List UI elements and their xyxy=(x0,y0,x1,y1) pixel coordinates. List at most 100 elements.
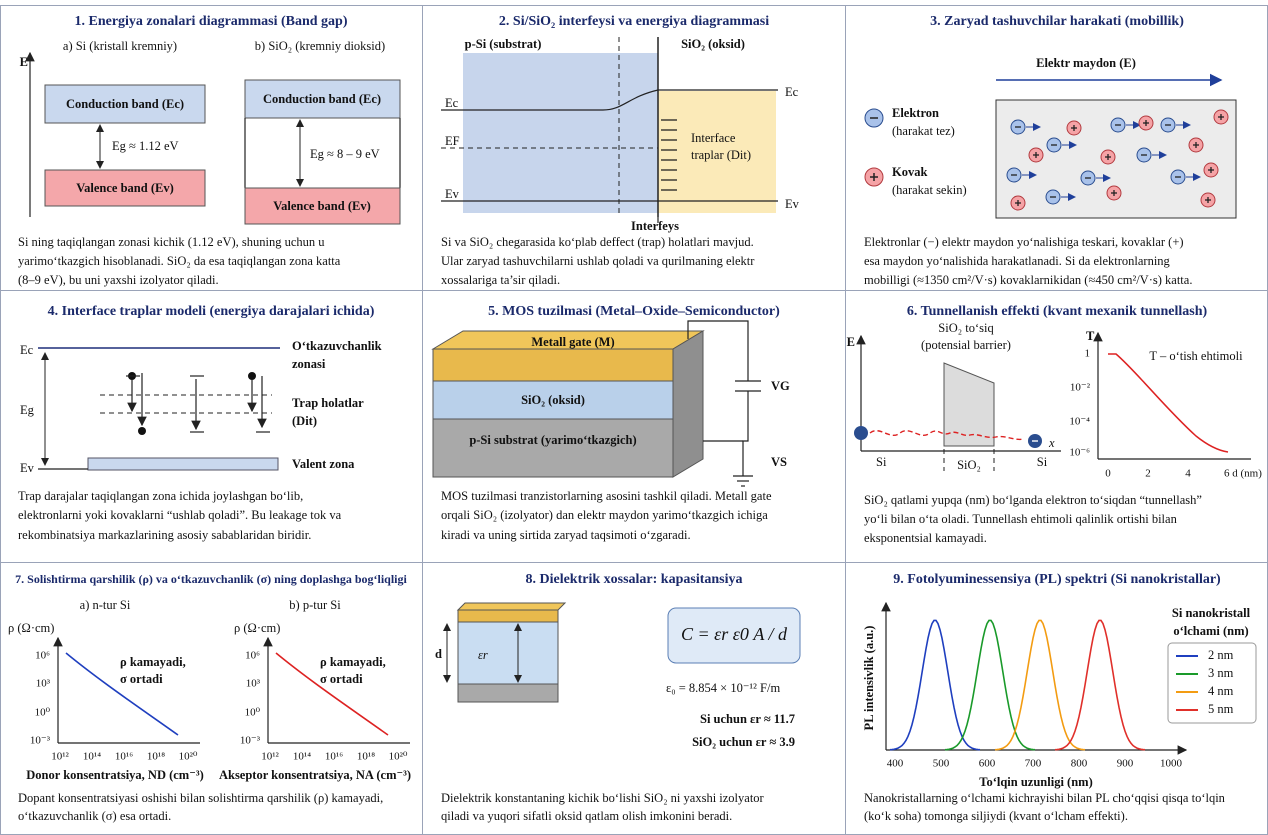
label: b) p-tur Si xyxy=(289,598,341,612)
curve xyxy=(743,391,748,476)
label: (harakat tez) xyxy=(892,124,955,138)
label: 10⁻⁶ xyxy=(1069,447,1090,459)
label: 10¹⁶ xyxy=(115,751,133,763)
label: 10⁻⁴ xyxy=(1069,416,1090,428)
label: rekombinatsiya markazlarining asosiy sab… xyxy=(18,528,311,542)
label: (ko‘k soha) tomonga siljiydi (kvant o‘lc… xyxy=(864,809,1128,823)
label: To‘lqin uzunligi (nm) xyxy=(979,775,1092,789)
legend-label: 3 nm xyxy=(1208,666,1234,680)
label: 10¹⁸ xyxy=(147,751,165,763)
label: 10⁻² xyxy=(1070,382,1091,394)
label: qiladi va yuqori sifatli oksid qatlam ol… xyxy=(441,809,732,823)
label: 4 xyxy=(1185,468,1191,480)
label: 10¹⁴ xyxy=(83,751,101,763)
panel-interface: 2. Si/SiO₂ interfeysi va energiya diagra… xyxy=(441,14,800,287)
plot-right: ρ (Ω·cm) 10⁶ 10³ 10⁰ 10⁻³ 10¹² 10¹⁴ 10¹⁶… xyxy=(219,621,411,782)
label: PL intensivlik (a.u.) xyxy=(862,626,876,731)
label: Dielektrik konstantaning kichik bo‘lishi… xyxy=(441,791,765,805)
label: EF xyxy=(445,134,460,148)
label: Eg ≈ 1.12 eV xyxy=(112,139,179,153)
pl-curve xyxy=(1055,620,1145,749)
label: SiO₂ xyxy=(957,458,981,472)
label: yarimo‘tkazgich hisoblanadi. SiO₂ da esa… xyxy=(18,254,341,268)
label: x xyxy=(1048,436,1055,450)
label: VG xyxy=(771,379,790,393)
label: 1 xyxy=(1085,348,1091,360)
label: 10²⁰ xyxy=(179,751,198,763)
panel-title: 9. Fotolyuminessensiya (PL) spektri (Si … xyxy=(893,572,1221,587)
shape xyxy=(458,622,558,684)
panel-mobility: 3. Zaryad tashuvchilar harakati (mobilli… xyxy=(864,14,1236,287)
label: SiO₂ uchun εr ≈ 3.9 xyxy=(692,735,795,749)
pl-curve xyxy=(995,620,1085,749)
shape xyxy=(463,53,658,213)
label: o‘lchami (nm) xyxy=(1173,624,1248,638)
label: 0 xyxy=(1105,468,1111,480)
infographic: 1. Energiya zonalari diagrammasi (Band g… xyxy=(0,0,1268,835)
label: E xyxy=(20,55,28,69)
label: SiO₂ qatlami yupqa (nm) bo‘lganda elektr… xyxy=(864,493,1202,507)
label: ρ kamayadi, xyxy=(120,655,186,669)
trap-transitions xyxy=(126,372,270,435)
curve xyxy=(1108,354,1228,452)
label: yo‘li bilan o‘ta oladi. Tunnellash ehtim… xyxy=(864,512,1178,526)
label: 10⁰ xyxy=(35,707,51,719)
label: ρ kamayadi, xyxy=(320,655,386,669)
label: traplar (Dit) xyxy=(691,148,751,162)
dot xyxy=(854,426,868,440)
label: 6 d (nm) xyxy=(1224,468,1262,480)
plot-left: ρ (Ω·cm) 10⁶ 10³ 10⁰ 10⁻³ 10¹² 10¹⁴ 10¹⁶… xyxy=(8,621,204,782)
label: Valence band (Ev) xyxy=(76,181,173,195)
panel-title: 6. Tunnellanish effekti (kvant mexanik t… xyxy=(907,304,1208,319)
label: (potensial barrier) xyxy=(921,338,1011,352)
label: T – o‘tish ehtimoli xyxy=(1149,349,1243,363)
label: Valence band (Ev) xyxy=(273,199,370,213)
label: 700 xyxy=(1025,758,1042,770)
label: 10³ xyxy=(36,678,51,690)
legend-label: 5 nm xyxy=(1208,702,1234,716)
label: mobilligi (≈1350 cm²/V·s) kovaklarnikida… xyxy=(864,273,1192,287)
label: p-Si substrat (yarimo‘tkazgich) xyxy=(469,433,636,447)
panel-resistivity: 7. Solishtirma qarshilik (ρ) va o‘tkazuv… xyxy=(8,572,411,823)
pl-curve xyxy=(890,620,980,749)
label: 1000 xyxy=(1160,758,1183,770)
label: Trap holatlar xyxy=(292,396,364,410)
panel-title: 4. Interface traplar modeli (energiya da… xyxy=(48,304,375,319)
pl-curve xyxy=(945,620,1035,749)
panel-dielectric: 8. Dielektrik xossalar: kapasitansiya d … xyxy=(435,572,800,823)
shape xyxy=(458,684,558,702)
label: σ ortadi xyxy=(120,672,163,686)
label: Si va SiO₂ chegarasida ko‘plab deffect (… xyxy=(441,235,754,249)
label: a) n-tur Si xyxy=(80,598,131,612)
label: Interfeys xyxy=(631,219,679,233)
label: ρ (Ω·cm) xyxy=(234,621,280,635)
label: 10¹² xyxy=(261,751,279,763)
label: Akseptor konsentratsiya, NA (cm⁻³) xyxy=(219,768,411,782)
label: (harakat sekin) xyxy=(892,183,967,197)
label: Conduction band (Ec) xyxy=(263,92,381,106)
label: Conduction band (Ec) xyxy=(66,97,184,111)
label: o‘tkazuvchanlik (σ) esa ortadi. xyxy=(18,809,171,823)
label: 400 xyxy=(887,758,904,770)
panel-tunneling: 6. Tunnellanish effekti (kvant mexanik t… xyxy=(847,304,1263,545)
shape xyxy=(458,603,565,610)
label: O‘tkazuvchanlik xyxy=(292,339,382,353)
label: orqali SiO₂ (izolyator) dan elektr maydo… xyxy=(441,508,768,522)
label: 10¹² xyxy=(51,751,69,763)
label: a) Si (kristall kremniy) xyxy=(63,39,177,53)
panel-title: 1. Energiya zonalari diagrammasi (Band g… xyxy=(74,14,347,29)
label: eksponentsial kamayadi. xyxy=(864,531,987,545)
legend-label: 2 nm xyxy=(1208,648,1234,662)
label: b) SiO₂ (kremniy dioksid) xyxy=(255,39,385,53)
label: Ev xyxy=(785,197,800,211)
label: Si uchun εr ≈ 11.7 xyxy=(700,712,795,726)
label: Eg xyxy=(20,403,35,417)
panel-title: 5. MOS tuzilmasi (Metal–Oxide–Semiconduc… xyxy=(488,304,780,319)
panel-band-gap: 1. Energiya zonalari diagrammasi (Band g… xyxy=(18,14,400,287)
label: xossalariga ta’sir qiladi. xyxy=(441,273,560,287)
label: VS xyxy=(771,455,787,469)
label: Dopant konsentratsiyasi oshishi bilan so… xyxy=(18,791,383,805)
label: 600 xyxy=(979,758,996,770)
label: Ec xyxy=(785,85,799,99)
label: T xyxy=(1086,329,1095,343)
